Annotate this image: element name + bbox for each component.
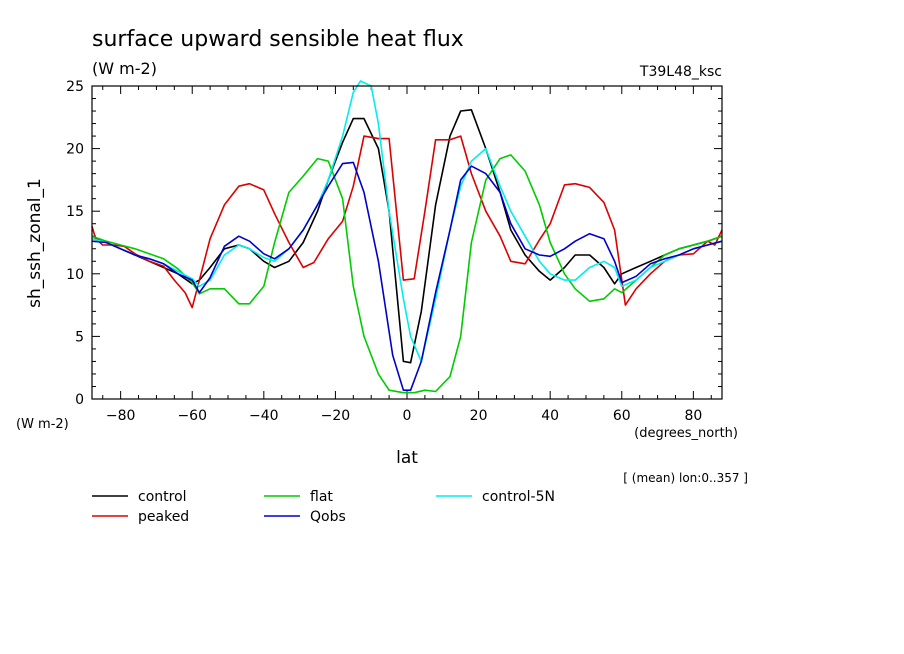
legend: control peaked flat Qobs control-5N	[92, 489, 555, 525]
axis-ticks	[92, 85, 722, 400]
x-tick-label: 0	[403, 408, 412, 424]
x-tick-label: 40	[541, 408, 559, 424]
y-tick-label: 5	[75, 329, 84, 345]
y-tick-label: 25	[66, 79, 84, 95]
y-axis-label: sh_ssh_zonal_1	[25, 178, 45, 308]
x-tick-label: 60	[613, 408, 631, 424]
x-tick-label: −40	[249, 408, 279, 424]
x-tick-label: 20	[470, 408, 488, 424]
y-tick-label: 0	[75, 392, 84, 408]
series-line-qobs	[91, 161, 723, 392]
y-tick-label: 20	[66, 142, 84, 158]
y-axis-units: (W m-2)	[16, 417, 69, 432]
x-axis-label: lat	[396, 448, 418, 468]
series-line-control-5n	[91, 80, 723, 363]
chart-tag: T39L48_ksc	[639, 64, 722, 80]
legend-label: control	[138, 489, 187, 505]
legend-label: Qobs	[310, 509, 346, 525]
series-line-peaked	[91, 135, 723, 309]
tick-labels: −80 −60 −40 −20 0 20 40 60 80 0 5 10 15 20 25	[66, 79, 702, 424]
x-tick-label: −60	[177, 408, 207, 424]
x-tick-label: 80	[684, 408, 702, 424]
plot-frame	[91, 85, 723, 400]
legend-label: peaked	[138, 509, 189, 525]
series-line-control	[91, 109, 723, 364]
x-axis-units: (degrees_north)	[634, 426, 738, 441]
series-line-flat	[91, 154, 723, 394]
chart-subtitle: (W m-2)	[92, 59, 157, 78]
legend-label: control-5N	[482, 489, 555, 505]
x-tick-label: −20	[321, 408, 351, 424]
y-tick-label: 10	[66, 267, 84, 283]
chart-title: surface upward sensible heat flux	[92, 27, 464, 52]
legend-label: flat	[310, 489, 333, 505]
plot-series	[91, 80, 723, 394]
x-tick-label: −80	[106, 408, 136, 424]
y-tick-label: 15	[66, 204, 84, 220]
chart-footnote: [ (mean) lon:0..357 ]	[623, 471, 748, 485]
